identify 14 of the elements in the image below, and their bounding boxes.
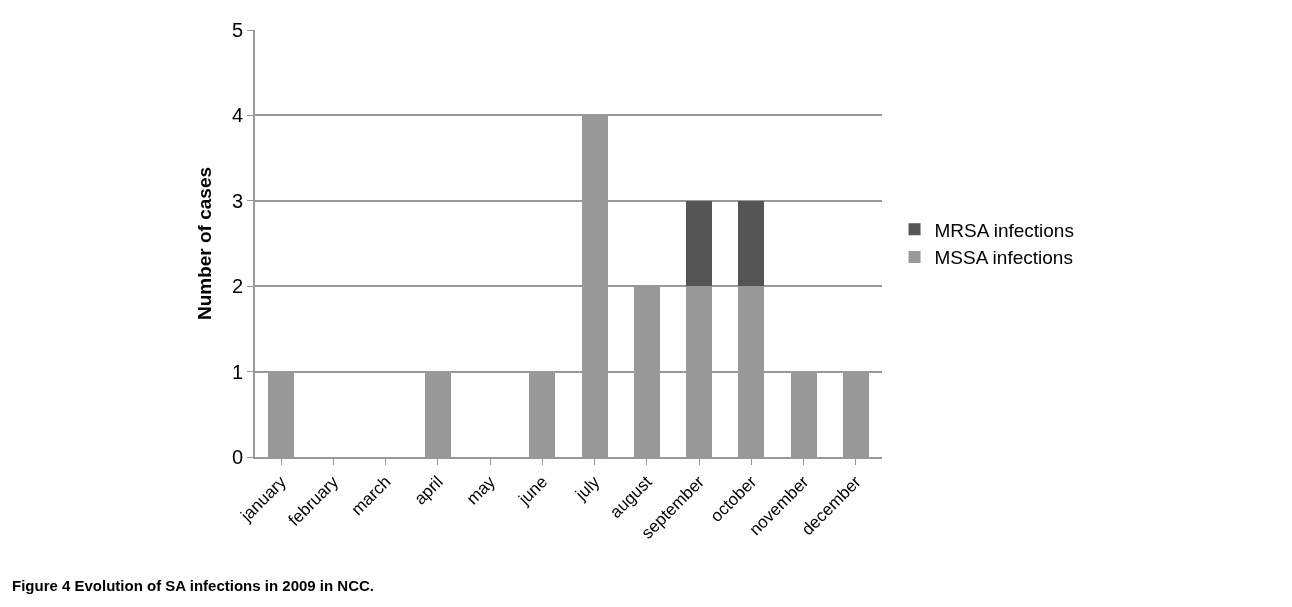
caption: Figure 4 Evolution of SA infections in 2009 in NCC. bbox=[12, 577, 374, 594]
x-tick-label: may bbox=[462, 471, 500, 509]
y-tick-label: 2 bbox=[231, 275, 243, 298]
y-tick-label: 0 bbox=[231, 446, 243, 468]
y-tick-label: 5 bbox=[231, 19, 243, 41]
y-axis-title: Number of cases bbox=[194, 166, 216, 321]
bar bbox=[686, 200, 713, 287]
x-tick-label: july bbox=[571, 471, 604, 505]
legend-label: MRSA infections bbox=[934, 219, 1074, 241]
y-tick-label: 4 bbox=[231, 104, 243, 127]
legend-label: MSSA infections bbox=[934, 247, 1073, 269]
y-tick-label: 3 bbox=[231, 189, 243, 212]
y-tick-label: 1 bbox=[231, 360, 243, 383]
bar bbox=[738, 200, 765, 287]
